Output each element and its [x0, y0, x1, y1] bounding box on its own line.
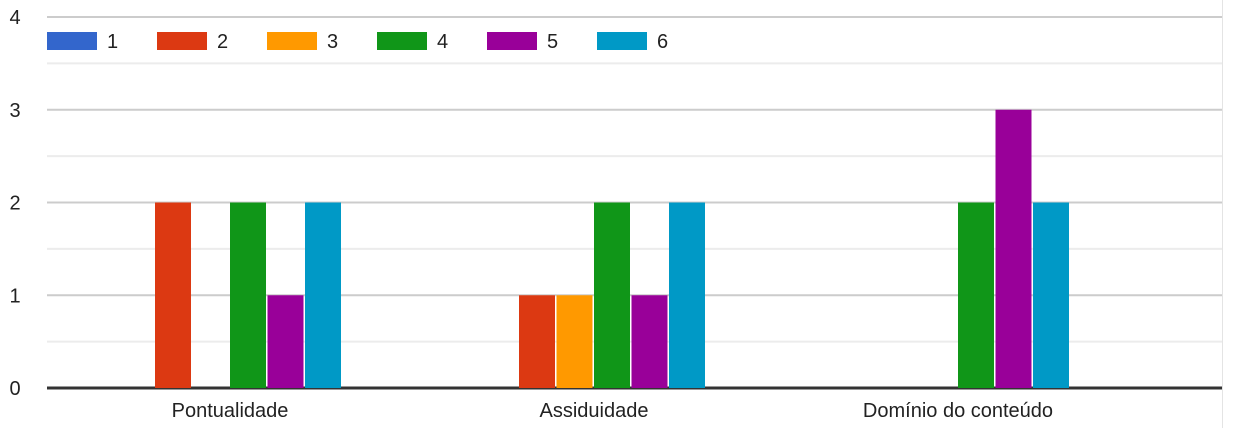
legend-swatch: [487, 32, 537, 50]
legend-label: 5: [547, 31, 558, 53]
legend-item-4[interactable]: 4: [377, 31, 448, 53]
x-category-label: Assiduidade: [540, 400, 649, 422]
bar-assiduidade-series-2[interactable]: [519, 295, 555, 388]
legend-item-5[interactable]: 5: [487, 31, 558, 53]
bar-dom-nio-do-conte-do-series-5[interactable]: [995, 109, 1032, 388]
bar-assiduidade-series-5[interactable]: [631, 295, 668, 388]
legend-item-6[interactable]: 6: [597, 31, 668, 53]
legend: 1 2 3 4 5 6: [47, 31, 668, 53]
y-tick-label: 1: [9, 285, 20, 307]
y-tick-label: 2: [9, 193, 20, 215]
legend-label: 2: [217, 31, 228, 53]
legend-swatch: [267, 32, 317, 50]
x-axis-labels: Pontualidade Assiduidade Domínio do conteú…: [172, 400, 1053, 422]
bars: [155, 109, 1069, 389]
bar-assiduidade-series-4[interactable]: [594, 202, 630, 389]
x-category-label: Pontualidade: [172, 400, 289, 422]
bar-assiduidade-series-6[interactable]: [669, 202, 705, 389]
bar-pontualidade-series-5[interactable]: [267, 295, 304, 388]
chart-clip-edge: [1222, 0, 1239, 428]
bar-pontualidade-series-4[interactable]: [230, 202, 266, 389]
y-tick-label: 4: [9, 7, 20, 29]
legend-swatch: [47, 32, 97, 50]
bar-pontualidade-series-6[interactable]: [305, 202, 341, 389]
legend-label: 6: [657, 31, 668, 53]
x-category-label: Domínio do conteúdo: [863, 400, 1053, 422]
bar-pontualidade-series-2[interactable]: [155, 202, 191, 389]
legend-item-2[interactable]: 2: [157, 31, 228, 53]
legend-label: 4: [437, 31, 448, 53]
bar-assiduidade-series-3[interactable]: [556, 295, 593, 388]
y-tick-label: 3: [9, 100, 20, 122]
bar-dom-nio-do-conte-do-series-4[interactable]: [958, 202, 994, 389]
legend-swatch: [597, 32, 647, 50]
bar-dom-nio-do-conte-do-series-6[interactable]: [1033, 202, 1069, 389]
legend-item-1[interactable]: 1: [47, 31, 118, 53]
legend-swatch: [157, 32, 207, 50]
y-tick-label: 0: [9, 378, 20, 400]
legend-item-3[interactable]: 3: [267, 31, 338, 53]
legend-label: 3: [327, 31, 338, 53]
y-axis-ticks: 0 1 2 3 4: [9, 7, 20, 400]
legend-swatch: [377, 32, 427, 50]
legend-label: 1: [107, 31, 118, 53]
